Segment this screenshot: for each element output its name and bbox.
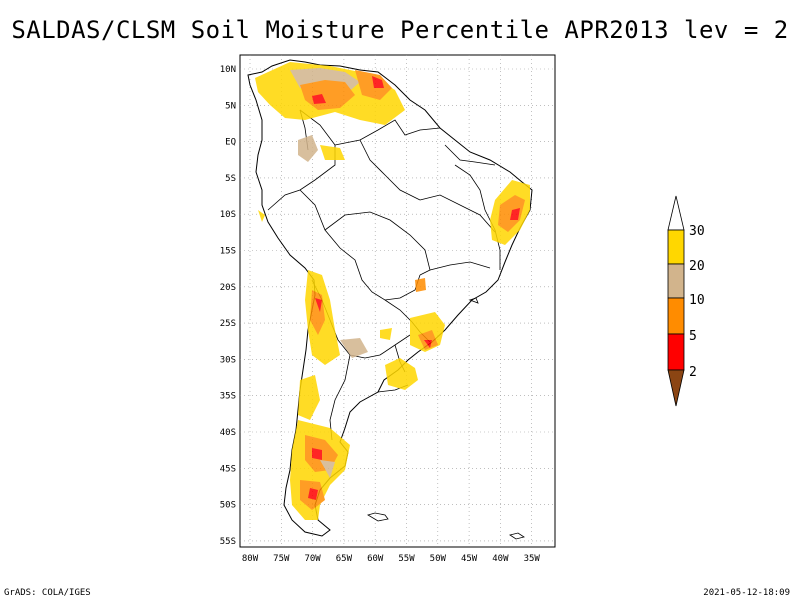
- longitude-tick-label: 50W: [430, 554, 447, 564]
- latitude-tick-label: 25S: [220, 319, 236, 329]
- longitude-labels: 80W 75W 70W 65W 60W 55W 50W 45W 40W 35W: [242, 554, 541, 564]
- legend-colorbar: 30 20 10 5 2: [667, 195, 705, 407]
- legend-cap-bottom: [667, 369, 685, 407]
- legend-label: 10: [689, 293, 705, 308]
- latitude-tick-label: 50S: [220, 501, 236, 511]
- longitude-tick-label: 70W: [304, 554, 321, 564]
- latitude-tick-label: 20S: [220, 283, 236, 293]
- latitude-tick-label: 45S: [220, 464, 236, 474]
- map-frame: [239, 54, 556, 548]
- longitude-tick-label: 40W: [492, 554, 509, 564]
- south-america-outline: [247, 59, 533, 537]
- legend-swatch-5-10: [667, 297, 685, 335]
- longitude-tick-label: 45W: [461, 554, 478, 564]
- map-title: SALDAS/CLSM Soil Moisture Percentile APR…: [11, 16, 789, 44]
- latitude-tick-label: 35S: [220, 392, 236, 402]
- latitude-tick-label: EQ: [225, 138, 236, 148]
- longitude-tick-label: 55W: [398, 554, 415, 564]
- legend-cap-top: [667, 195, 685, 231]
- longitude-tick-label: 35W: [524, 554, 541, 564]
- legend-swatch-20-30: [667, 229, 685, 265]
- latitude-tick-label: 5N: [225, 101, 236, 111]
- legend-label: 2: [689, 365, 697, 380]
- legend-swatch-10-20: [667, 263, 685, 299]
- latitude-tick-label: 10N: [220, 65, 236, 75]
- footer-timestamp: 2021-05-12-18:09: [703, 588, 790, 598]
- longitude-tick-label: 80W: [242, 554, 259, 564]
- latitude-tick-label: 40S: [220, 428, 236, 438]
- legend-swatch-2-5: [667, 333, 685, 371]
- latitude-tick-label: 30S: [220, 355, 236, 365]
- footer-credit: GrADS: COLA/IGES: [4, 588, 91, 598]
- soil-moisture-shading: [255, 62, 530, 520]
- islands: [367, 297, 525, 540]
- legend-label: 5: [689, 329, 697, 344]
- latitude-tick-label: 5S: [225, 174, 236, 184]
- longitude-tick-label: 75W: [273, 554, 290, 564]
- latitude-tick-label: 55S: [220, 537, 236, 547]
- latitude-tick-label: 15S: [220, 247, 236, 257]
- latitude-labels: 10N 5N EQ 5S 10S 15S 20S 25S 30S 35S 40S 45S 50S 55S: [220, 65, 236, 547]
- legend-label: 20: [689, 259, 705, 274]
- longitude-tick-label: 65W: [336, 554, 353, 564]
- longitude-tick-label: 60W: [367, 554, 384, 564]
- legend-label: 30: [689, 224, 705, 239]
- latitude-tick-label: 10S: [220, 210, 236, 220]
